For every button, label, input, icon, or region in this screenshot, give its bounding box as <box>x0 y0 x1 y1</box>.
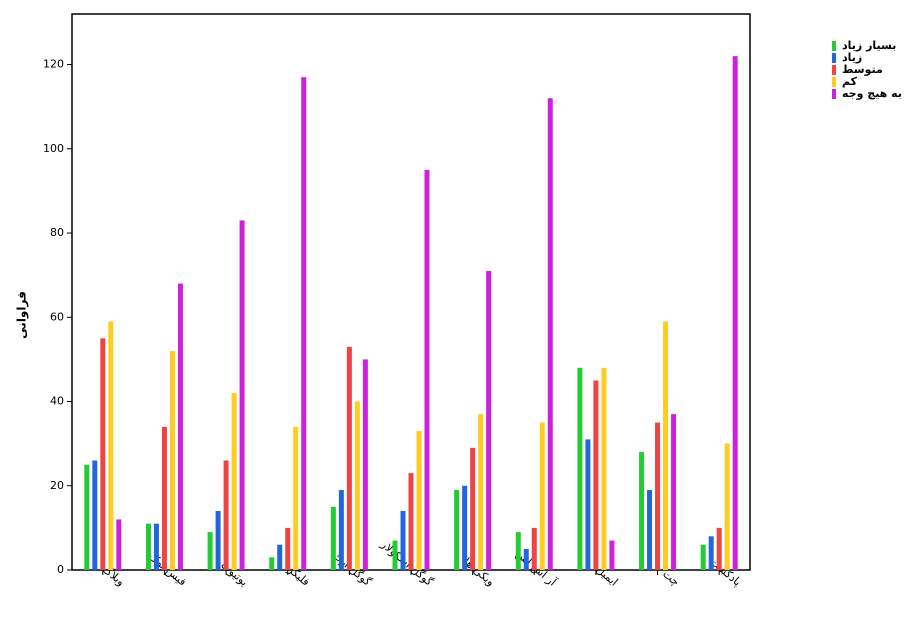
bar <box>478 414 484 570</box>
bar <box>392 540 398 570</box>
bar <box>177 283 183 570</box>
bar <box>269 557 275 570</box>
bar <box>531 527 537 570</box>
y-tick-label: 0 <box>57 563 64 576</box>
bar <box>239 220 245 571</box>
bar <box>116 519 122 570</box>
bar <box>161 426 167 570</box>
bar <box>354 401 360 570</box>
bar <box>92 460 98 570</box>
legend-label: بسیار زیاد <box>842 39 896 52</box>
bar <box>708 536 714 570</box>
bar <box>577 367 583 570</box>
y-tick-label: 100 <box>43 142 64 155</box>
bar <box>108 321 114 570</box>
bar <box>84 464 90 570</box>
y-tick-label: 60 <box>50 310 64 323</box>
legend-swatch <box>832 53 836 63</box>
bar <box>301 77 307 570</box>
bar <box>454 489 460 570</box>
y-tick-label: 80 <box>50 226 64 239</box>
bar <box>671 414 677 570</box>
legend-swatch <box>832 65 836 75</box>
bar <box>285 527 291 570</box>
bar <box>215 511 221 570</box>
bar <box>293 426 299 570</box>
y-tick-label: 40 <box>50 395 64 408</box>
bar <box>585 439 591 570</box>
y-axis-label: فراوانی <box>15 291 30 339</box>
legend-swatch <box>832 77 836 87</box>
y-tick-label: 20 <box>50 479 64 492</box>
bar <box>424 169 430 570</box>
y-tick-label: 120 <box>43 58 64 71</box>
bar <box>724 443 730 570</box>
legend-swatch <box>832 89 836 99</box>
legend-label: متوسط <box>842 63 883 76</box>
bar <box>207 532 213 570</box>
bar <box>362 359 368 570</box>
bar <box>408 473 414 570</box>
bar <box>100 338 106 570</box>
legend-label: کم <box>842 75 858 88</box>
bar <box>593 380 599 570</box>
bar <box>601 367 607 570</box>
bar <box>400 511 406 570</box>
bar <box>523 548 529 570</box>
bar <box>732 56 738 570</box>
bar <box>609 540 615 570</box>
bar <box>462 485 468 570</box>
bar <box>639 452 645 570</box>
bar <box>338 489 344 570</box>
bar <box>470 447 476 570</box>
legend-label: زیاد <box>842 51 862 64</box>
bar <box>145 523 151 570</box>
bar <box>716 527 722 570</box>
bar <box>416 431 422 570</box>
bar <box>231 393 237 570</box>
bar <box>647 489 653 570</box>
bar <box>663 321 669 570</box>
bar <box>539 422 545 570</box>
bar <box>169 350 175 570</box>
bar <box>223 460 229 570</box>
bar <box>277 544 283 570</box>
bar <box>515 532 521 570</box>
bar <box>547 98 553 570</box>
bar <box>346 346 352 570</box>
legend-swatch <box>832 41 836 51</box>
bar <box>486 270 492 570</box>
bar <box>700 544 706 570</box>
bar <box>655 422 661 570</box>
bar <box>153 523 159 570</box>
legend-label: به هیچ وجه <box>842 87 902 100</box>
bar <box>330 506 336 570</box>
